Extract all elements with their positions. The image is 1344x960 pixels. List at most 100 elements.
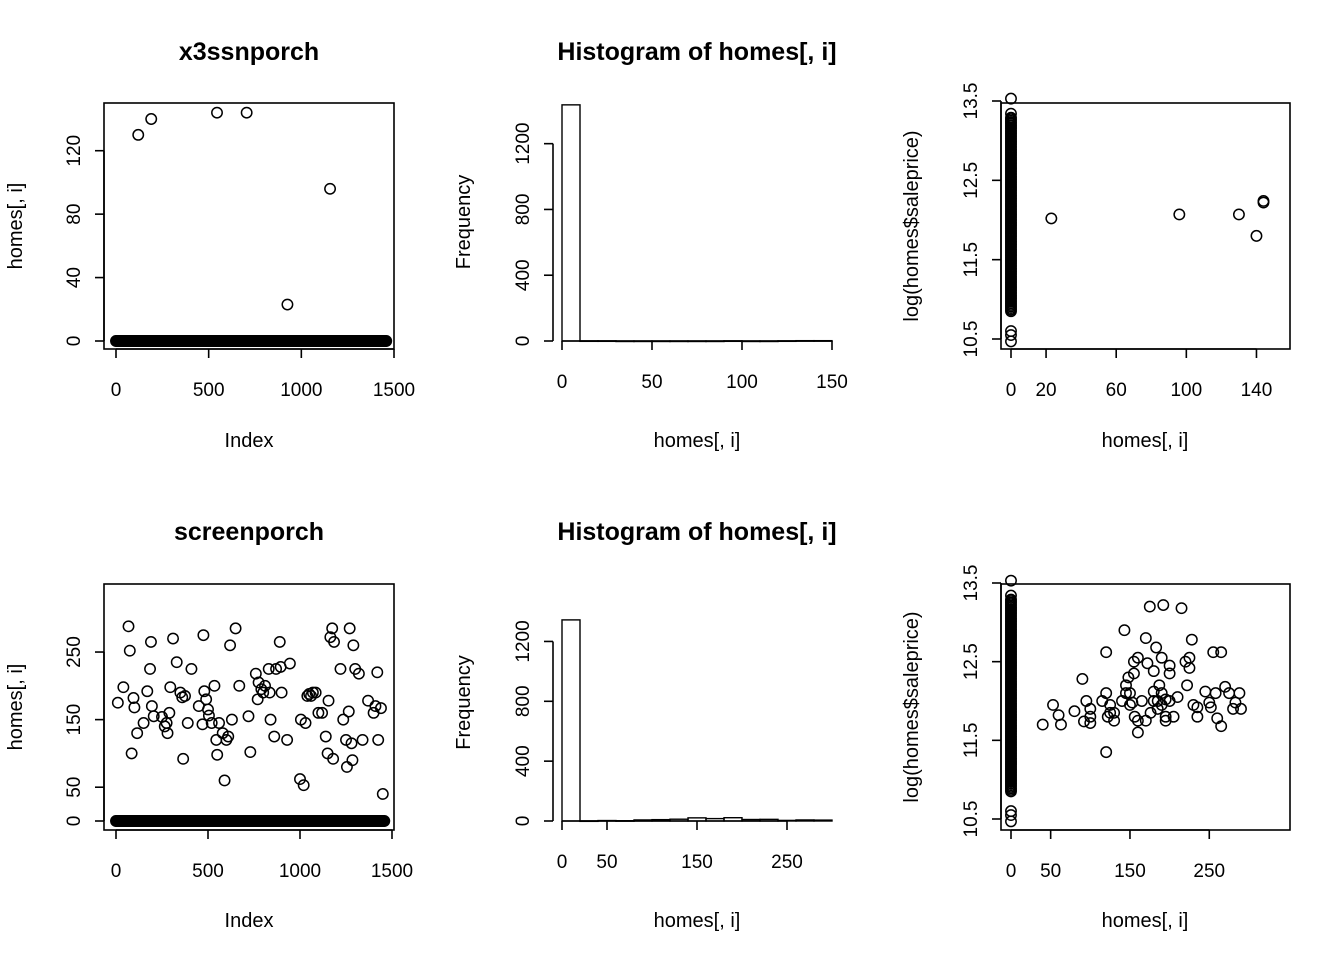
y-axis-label: log(homes$saleprice) (901, 130, 923, 321)
data-point (342, 705, 355, 718)
data-point (1108, 706, 1121, 719)
plot-frame (1000, 102, 1291, 350)
y-tick-label: 40 (64, 267, 85, 288)
data-point (122, 620, 135, 633)
data-point (367, 706, 380, 719)
plot-frame (1000, 583, 1291, 831)
x-tick-label: 1000 (279, 861, 321, 882)
data-point (273, 635, 286, 648)
y-tick-label: 12.5 (961, 162, 982, 199)
histogram-bar (795, 819, 815, 822)
y-axis-label: Frequency (453, 655, 475, 750)
data-point (1159, 710, 1172, 723)
x-tick-label: 50 (1040, 861, 1061, 882)
data-point (225, 713, 238, 726)
chart-panel-1: x3ssnporch 0 500 1000 1500 0 40 80 120 Index homes… (5, 38, 415, 452)
data-point (164, 681, 177, 694)
data-point (1215, 720, 1228, 733)
data-point (1144, 706, 1157, 719)
x-axis: 0 50 150 250 (1006, 829, 1225, 882)
data-point (145, 635, 157, 648)
x-tick-label: 20 (1035, 380, 1056, 401)
data-point (181, 717, 194, 729)
data-point (211, 106, 223, 119)
histogram-bar (759, 818, 779, 822)
data-point (205, 717, 218, 729)
data-point (345, 737, 358, 750)
data-point (1199, 685, 1212, 698)
x-tick-label: 150 (1114, 861, 1146, 882)
x-axis-label: homes[, i] (1102, 430, 1189, 452)
data-point (371, 666, 384, 679)
data-point (208, 679, 221, 692)
y-axis-label: Frequency (453, 175, 475, 270)
histogram-bar (597, 340, 617, 343)
y-tick-label: 80 (64, 204, 85, 225)
data-point (1250, 229, 1263, 242)
data-point (127, 692, 140, 704)
data-point (1183, 651, 1196, 664)
data-point (229, 622, 242, 635)
data-point (297, 779, 310, 792)
panel-title: Histogram of homes[, i] (557, 38, 836, 66)
data-point (1100, 687, 1113, 700)
histogram-bar (615, 340, 635, 343)
data-point (299, 717, 312, 729)
data-point (378, 815, 391, 827)
data-point (1005, 335, 1017, 348)
y-tick-label: 0 (64, 816, 85, 827)
data-point (1131, 714, 1144, 727)
chart-panel-4: screenporch 0 500 1000 1500 0 50 150 250 Index hom… (5, 518, 413, 932)
data-point (1131, 726, 1144, 739)
y-tick-label: 0 (513, 816, 534, 827)
y-axis: 0 400 800 1200 (513, 620, 554, 827)
y-axis: 0 400 800 1200 (513, 123, 554, 346)
data-point (1068, 705, 1081, 718)
x-axis: 0 500 1000 1500 (111, 829, 413, 882)
histogram-bar (633, 340, 653, 343)
histogram-bar (813, 339, 833, 342)
data-point (1155, 651, 1168, 664)
data-point (1185, 633, 1198, 646)
data-point (177, 752, 190, 765)
data-point (1139, 714, 1152, 727)
data-point (1175, 602, 1188, 615)
data-point (324, 182, 337, 195)
y-tick-label: 11.5 (961, 723, 982, 759)
x-tick-label: 100 (1170, 380, 1202, 401)
data-point (356, 733, 369, 746)
data-point (1153, 679, 1166, 692)
data-point (211, 748, 224, 761)
data-point (343, 622, 356, 635)
x-tick-label: 1500 (371, 861, 413, 882)
data-point (268, 730, 281, 743)
data-point (1076, 673, 1089, 685)
data-point (294, 773, 306, 786)
histogram-bar (723, 340, 743, 343)
y-tick-label: 13.5 (961, 565, 982, 602)
data-point (128, 701, 141, 714)
y-tick-label: 12.5 (961, 643, 982, 680)
data-point (1155, 687, 1168, 700)
histogram-bar (579, 820, 599, 823)
data-point (1045, 212, 1058, 225)
histogram-bar (561, 619, 581, 822)
data-point (132, 128, 145, 141)
data-point (233, 679, 246, 692)
data-point (369, 700, 382, 713)
data-point (218, 774, 231, 787)
histogram-bar (687, 340, 707, 343)
data-point (1005, 809, 1017, 822)
data-point (1235, 702, 1247, 715)
x-tick-label: 50 (641, 372, 662, 393)
y-tick-label: 13.5 (961, 83, 982, 120)
x-axis-label: homes[, i] (1102, 910, 1189, 932)
histogram-bar (795, 339, 815, 342)
data-point (252, 676, 265, 689)
data-point (327, 752, 340, 765)
data-point (1150, 641, 1163, 654)
histogram-bar (561, 104, 581, 342)
data-point (167, 632, 179, 645)
histogram-bar (579, 340, 599, 343)
data-point (334, 662, 347, 675)
